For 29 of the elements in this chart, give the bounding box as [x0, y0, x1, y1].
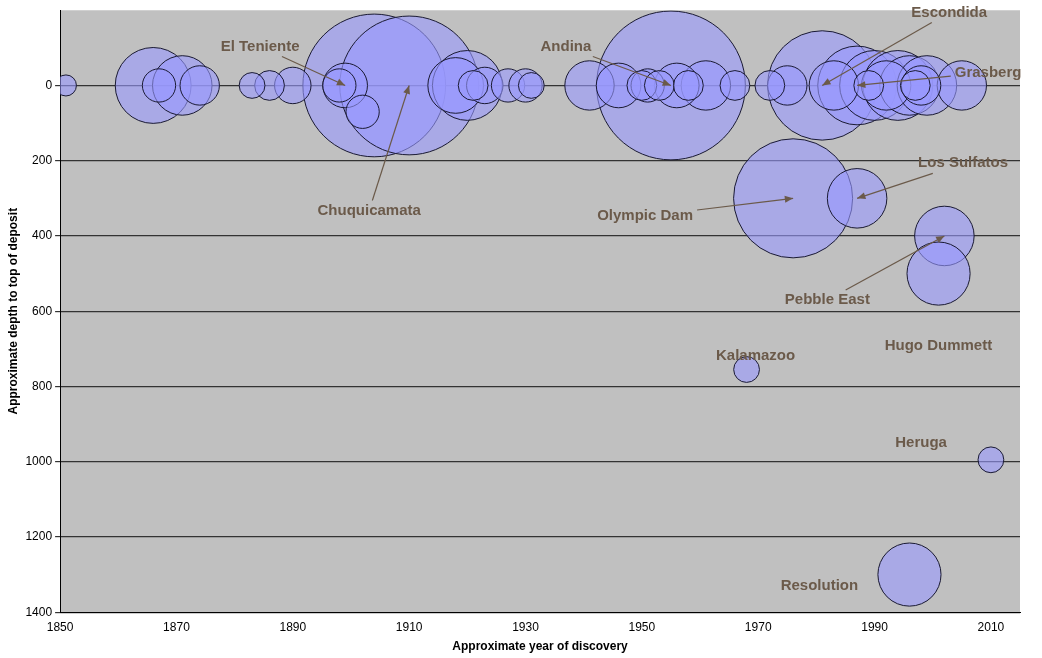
annotation: Kalamazoo [715, 345, 796, 363]
x-tick-label: 1930 [512, 619, 540, 634]
x-tick-label: 1970 [744, 619, 772, 634]
y-tick-label: 1200 [25, 529, 53, 544]
x-tick-label: 1910 [395, 619, 423, 634]
annotation: Resolution [780, 576, 859, 594]
annotation: Heruga [895, 433, 948, 451]
x-axis-title: Approximate year of discovery [452, 639, 629, 654]
y-tick-label: 600 [32, 303, 53, 318]
annotation: Pebble East [784, 290, 870, 308]
annotation: Olympic Dam [597, 206, 694, 224]
x-tick-label: 1950 [628, 619, 656, 634]
y-axis-title: Approximate depth to top of deposit [5, 207, 20, 415]
y-tick-label: 1000 [25, 454, 53, 469]
y-tick-label: 400 [32, 228, 53, 243]
y-tick-label: 200 [32, 153, 53, 168]
x-tick-label: 1870 [163, 619, 191, 634]
annotation: El Teniente [220, 36, 300, 54]
y-tick-label: 0 [45, 77, 53, 92]
x-tick-label: 2010 [977, 619, 1005, 634]
y-tick-label: 800 [32, 378, 53, 393]
annotation: Andina [540, 36, 593, 54]
annotation: Escondida [911, 2, 988, 20]
x-tick-label: 1890 [279, 619, 307, 634]
annotation: Chuquicamata [317, 200, 422, 218]
x-tick-label: 1990 [861, 619, 889, 634]
y-tick-label: 1400 [25, 604, 53, 619]
x-tick-label: 1850 [46, 619, 74, 634]
annotation: Hugo Dummett [884, 335, 993, 353]
